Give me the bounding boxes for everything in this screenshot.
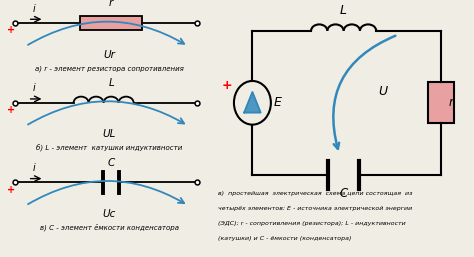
Text: б) L - элемент  катушки индуктивности: б) L - элемент катушки индуктивности: [36, 144, 182, 152]
Text: C: C: [339, 187, 348, 200]
Text: i: i: [33, 163, 36, 173]
FancyBboxPatch shape: [80, 16, 142, 30]
Polygon shape: [244, 92, 261, 113]
Text: в)  простейшая  электрическая  схема цепи состоящая  из: в) простейшая электрическая схема цепи с…: [218, 191, 412, 196]
Text: четырёх элементов: Е - источника электрической энергии: четырёх элементов: Е - источника электри…: [218, 206, 412, 211]
Text: UL: UL: [102, 130, 116, 140]
Text: i: i: [33, 83, 36, 93]
Text: (катушки) и С - ёмкости (конденсатора): (катушки) и С - ёмкости (конденсатора): [218, 236, 351, 241]
Text: C: C: [108, 158, 115, 168]
Text: +: +: [222, 79, 233, 92]
Text: U: U: [378, 85, 387, 98]
Text: а) r - элемент резистора сопротивления: а) r - элемент резистора сопротивления: [35, 66, 183, 72]
FancyBboxPatch shape: [428, 82, 455, 123]
Text: Ur: Ur: [103, 50, 115, 60]
Text: +: +: [7, 185, 15, 195]
Text: L: L: [108, 78, 114, 88]
Text: r: r: [109, 0, 113, 8]
Text: +: +: [7, 25, 15, 35]
Text: Uc: Uc: [102, 209, 116, 219]
Text: в) С - элемент ёмкости конденсатора: в) С - элемент ёмкости конденсатора: [39, 224, 179, 232]
Text: i: i: [33, 4, 36, 14]
Text: r: r: [449, 96, 454, 109]
Text: E: E: [273, 96, 282, 109]
Text: +: +: [7, 105, 15, 115]
Text: (ЭДС); r - сопротивления (резистора); L - индуктивности: (ЭДС); r - сопротивления (резистора); L …: [218, 221, 405, 226]
Text: L: L: [340, 4, 347, 17]
